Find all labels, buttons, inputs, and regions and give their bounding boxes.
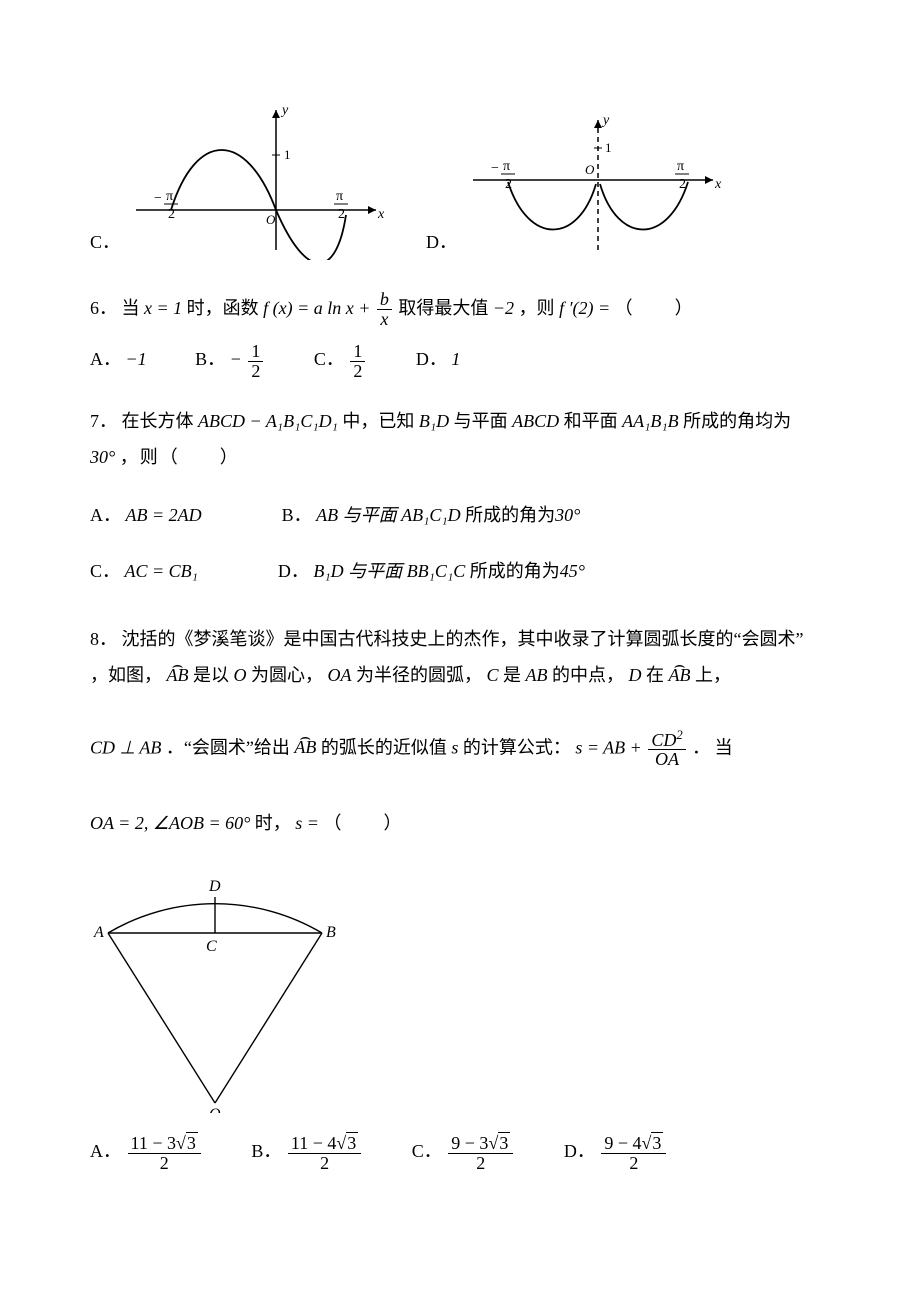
- svg-text:1: 1: [605, 140, 612, 155]
- svg-text:π: π: [336, 189, 343, 204]
- fig-d-label: D．: [426, 224, 457, 260]
- svg-text:x: x: [714, 177, 722, 192]
- svg-text:y: y: [601, 113, 610, 128]
- q6-frac: b x: [377, 290, 392, 329]
- svg-text:−: −: [491, 161, 499, 176]
- q8-options: A． 11 − 33 2 B． 11 − 43 2 C． 9 − 33 2 D．…: [90, 1133, 830, 1172]
- svg-text:B: B: [326, 924, 336, 941]
- svg-text:O: O: [585, 162, 595, 177]
- q7-opt-d[interactable]: D． B₁D 与平面 BB₁C₁C 所成的角为45°: [278, 553, 585, 589]
- svg-text:A: A: [93, 924, 104, 941]
- svg-text:x: x: [377, 207, 385, 222]
- q6-blank: （ ）: [615, 298, 695, 318]
- fig-c-label: C．: [90, 224, 120, 260]
- q7-options: A． AB = 2AD B． AB 与平面 AB₁C₁D 所成的角为30° C．…: [90, 487, 830, 599]
- q6-cond: x = 1: [144, 298, 182, 318]
- q7-opt-c[interactable]: C． AC = CB₁: [90, 553, 198, 589]
- q6-opt-a[interactable]: A． −1: [90, 341, 147, 377]
- svg-text:O: O: [266, 212, 276, 227]
- q6-t1: 当: [122, 298, 140, 318]
- fig-c-wrap: C． x y O − π 2 π 2 1: [90, 100, 386, 260]
- q6-opt-b[interactable]: B． − 1 2: [195, 341, 265, 380]
- q6-fx: f (x) = a ln x +: [263, 298, 375, 318]
- q6-t4: ，则: [519, 298, 555, 318]
- svg-text:−: −: [154, 191, 162, 206]
- q7-opt-a[interactable]: A． AB = 2AD: [90, 497, 202, 533]
- q8-opt-b[interactable]: B． 11 − 43 2: [251, 1133, 363, 1172]
- fig-d-wrap: D． x y O − π 2 π 2 1: [426, 110, 723, 260]
- fig-c-svg: x y O − π 2 π 2 1: [126, 100, 386, 260]
- q6-options: A． −1 B． − 1 2 C． 1 2 D． 1: [90, 341, 830, 380]
- q8-opt-c[interactable]: C． 9 − 33 2: [412, 1133, 516, 1172]
- q8-formula-lhs: s = AB +: [575, 737, 646, 757]
- q6-t2: 时，函数: [187, 298, 259, 318]
- arc-ab-1: AB: [167, 657, 189, 693]
- svg-text:y: y: [280, 103, 289, 118]
- q6-opt-d[interactable]: D． 1: [416, 341, 461, 377]
- q8-opt-d[interactable]: D． 9 − 43 2: [564, 1133, 669, 1172]
- q5-figures: C． x y O − π 2 π 2 1: [90, 100, 830, 260]
- q8-opt-a[interactable]: A． 11 − 33 2: [90, 1133, 203, 1172]
- svg-text:π: π: [677, 159, 684, 174]
- q6: 6． 当 x = 1 时，函数 f (x) = a ln x + b x 取得最…: [90, 290, 830, 329]
- arc-ab-3: AB: [294, 729, 316, 765]
- svg-text:C: C: [206, 938, 217, 955]
- q8-number: 8．: [90, 629, 117, 649]
- svg-text:1: 1: [284, 147, 291, 162]
- fig-d-svg: x y O − π 2 π 2 1: [463, 110, 723, 260]
- svg-text:π: π: [166, 189, 173, 204]
- q7-number: 7．: [90, 411, 117, 431]
- q6-max: −2: [493, 298, 514, 318]
- q6-opt-c[interactable]: C． 1 2: [314, 341, 368, 380]
- q7-opt-b[interactable]: B． AB 与平面 AB₁C₁D 所成的角为30°: [282, 497, 581, 533]
- q7: 7． 在长方体 ABCD − A₁B₁C₁D₁ 中，已知 B₁D 与平面 ABC…: [90, 403, 830, 475]
- q6-number: 6．: [90, 298, 117, 318]
- svg-text:O: O: [209, 1106, 221, 1113]
- q6-ask: f ′(2) =: [559, 298, 610, 318]
- q8-figure: D A B C O: [90, 853, 830, 1113]
- exam-page: C． x y O − π 2 π 2 1: [0, 0, 920, 1302]
- q6-t3: 取得最大值: [398, 298, 488, 318]
- svg-text:D: D: [208, 878, 221, 895]
- arc-ab-2: AB: [669, 657, 691, 693]
- q8-formula-frac: CD2 OA: [648, 729, 685, 770]
- q8: 8． 沈括的《梦溪笔谈》是中国古代科技史上的杰作，其中收录了计算圆弧长度的“会圆…: [90, 621, 830, 842]
- svg-text:2: 2: [338, 207, 345, 222]
- svg-text:π: π: [503, 159, 510, 174]
